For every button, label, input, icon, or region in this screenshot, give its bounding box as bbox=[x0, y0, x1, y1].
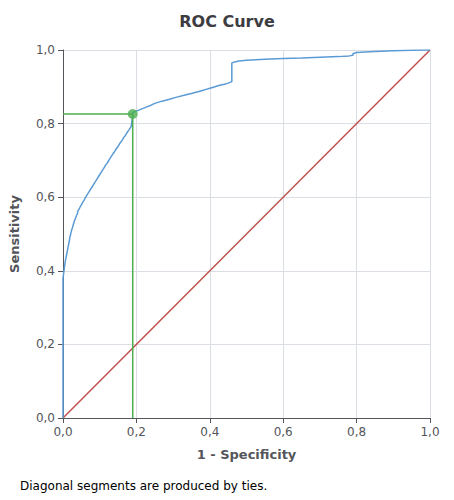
svg-text:1,0: 1,0 bbox=[36, 43, 55, 57]
svg-text:0,2: 0,2 bbox=[127, 425, 146, 439]
svg-text:0,6: 0,6 bbox=[274, 425, 293, 439]
svg-text:0,2: 0,2 bbox=[36, 337, 55, 351]
svg-text:0,4: 0,4 bbox=[200, 425, 219, 439]
svg-text:0,8: 0,8 bbox=[347, 425, 366, 439]
svg-text:1 - Specificity: 1 - Specificity bbox=[197, 447, 297, 462]
svg-text:1,0: 1,0 bbox=[420, 425, 439, 439]
svg-text:0,6: 0,6 bbox=[36, 190, 55, 204]
svg-text:Sensitivity: Sensitivity bbox=[7, 195, 22, 273]
svg-text:ROC Curve: ROC Curve bbox=[179, 12, 275, 31]
svg-text:0,0: 0,0 bbox=[36, 411, 55, 425]
svg-text:0,0: 0,0 bbox=[53, 425, 72, 439]
svg-text:0,8: 0,8 bbox=[36, 117, 55, 131]
svg-text:Diagonal segments are produced: Diagonal segments are produced by ties. bbox=[20, 479, 267, 493]
svg-text:0,4: 0,4 bbox=[36, 264, 55, 278]
